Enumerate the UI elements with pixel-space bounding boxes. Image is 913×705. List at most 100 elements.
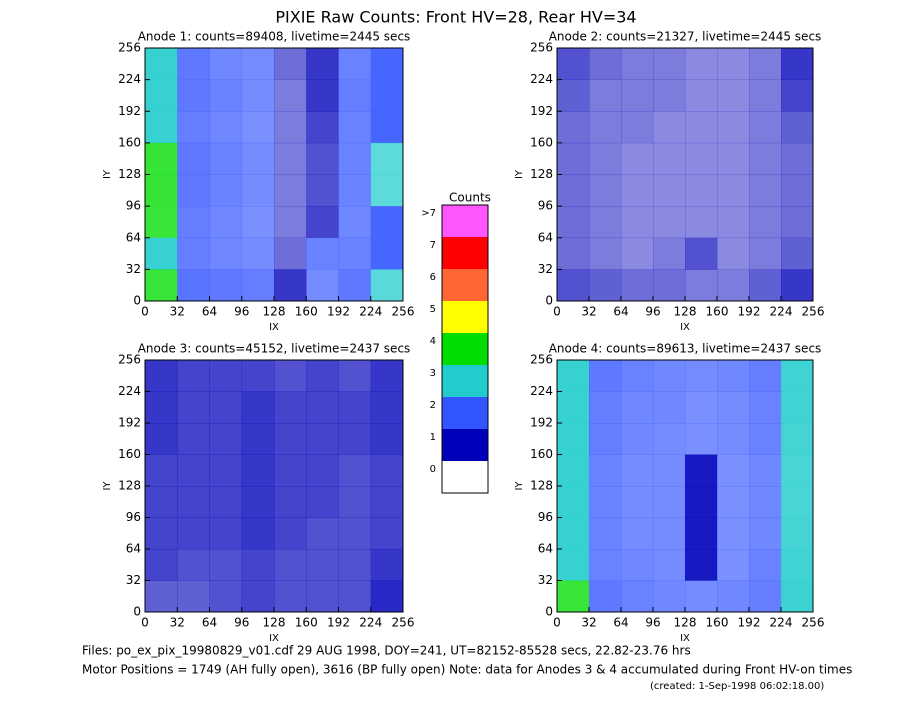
x-tick-label: 0 — [141, 616, 149, 630]
x-tick-label: 224 — [770, 305, 793, 319]
heatmap-cell — [621, 454, 654, 487]
heatmap-cell — [274, 142, 307, 175]
y-axis-label: IY — [514, 169, 525, 179]
heatmap-cell — [370, 206, 404, 239]
colorbar-label: 6 — [430, 272, 436, 283]
heatmap-cell — [274, 454, 307, 487]
footer-line: Files: po_ex_pix_19980829_v01.cdf 29 AUG… — [82, 644, 691, 658]
heatmap-cell — [589, 48, 622, 80]
heatmap-cell — [145, 549, 178, 581]
heatmap-cell — [145, 580, 178, 613]
heatmap-cell — [589, 174, 622, 207]
heatmap-cell — [274, 79, 307, 112]
footer-created: (created: 1-Sep-1998 06:02:18.00) — [650, 681, 824, 692]
colorbar-swatch — [442, 429, 488, 461]
heatmap-cell — [145, 142, 178, 175]
heatmap-cell — [749, 48, 782, 80]
heatmap-cell — [685, 360, 718, 392]
heatmap-cell — [274, 391, 307, 424]
x-tick-label: 64 — [202, 616, 217, 630]
y-tick-label: 0 — [133, 605, 141, 619]
heatmap-cell — [621, 517, 654, 550]
x-tick-label: 192 — [738, 305, 761, 319]
heatmap-cell — [749, 142, 782, 175]
heatmap-cell — [370, 423, 404, 455]
heatmap-cell — [145, 237, 178, 270]
heatmap-cell — [177, 269, 210, 302]
panel-title: Anode 2: counts=21327, livetime=2445 sec… — [549, 30, 822, 44]
heatmap-cell — [306, 580, 339, 613]
heatmap-cell — [589, 111, 622, 144]
heatmap-cell — [145, 206, 178, 239]
y-tick-label: 128 — [530, 167, 553, 181]
heatmap-cell — [557, 454, 590, 487]
heatmap-cell — [177, 142, 210, 175]
heatmap-cell — [589, 580, 622, 613]
heatmap-cell — [749, 206, 782, 239]
heatmap-cell — [717, 580, 750, 613]
heatmap-cell — [209, 111, 243, 144]
heatmap-cell — [589, 142, 622, 175]
heatmap-cell — [338, 423, 372, 455]
x-tick-label: 32 — [581, 616, 596, 630]
heatmap-cell — [781, 549, 814, 581]
heatmap-cell — [274, 486, 307, 518]
heatmap-cell — [717, 79, 750, 112]
heatmap-cell — [177, 486, 210, 518]
colorbar-swatch — [442, 237, 488, 269]
heatmap-cell — [685, 111, 718, 144]
heatmap-cell — [306, 79, 339, 112]
y-tick-label: 128 — [530, 479, 553, 493]
heatmap-cell — [274, 549, 307, 581]
y-tick-label: 160 — [118, 135, 141, 149]
heatmap-cell — [685, 549, 718, 581]
y-tick-label: 224 — [530, 72, 553, 86]
heatmap-cell — [370, 111, 404, 144]
x-tick-label: 192 — [327, 616, 350, 630]
heatmap-cell — [589, 549, 622, 581]
heatmap-cell — [338, 237, 372, 270]
colorbar-label: 1 — [430, 432, 436, 443]
heatmap-cell — [557, 48, 590, 80]
x-tick-label: 128 — [263, 305, 286, 319]
y-tick-label: 64 — [126, 230, 141, 244]
colorbar-title: Counts — [449, 191, 491, 205]
heatmap-cell — [717, 423, 750, 455]
y-axis-label: IY — [102, 169, 113, 179]
heatmap-cell — [241, 174, 275, 207]
heatmap-cell — [306, 111, 339, 144]
heatmap-cell — [241, 549, 275, 581]
heatmap-cell — [306, 517, 339, 550]
heatmap-cell — [557, 517, 590, 550]
y-axis-label: IY — [102, 481, 113, 491]
heatmap-cell — [274, 269, 307, 302]
x-tick-label: 256 — [392, 305, 415, 319]
heatmap-cell — [177, 237, 210, 270]
heatmap-cell — [145, 48, 178, 80]
heatmap-cell — [241, 454, 275, 487]
colorbar-swatch — [442, 269, 488, 301]
heatmap-cell — [338, 111, 372, 144]
x-tick-label: 256 — [392, 616, 415, 630]
heatmap-cell — [209, 206, 243, 239]
heatmap-cell — [589, 269, 622, 302]
heatmap-cell — [145, 423, 178, 455]
x-tick-label: 192 — [738, 616, 761, 630]
heatmap-cell — [653, 423, 686, 455]
heatmap-cell — [685, 237, 718, 270]
heatmap-cell — [338, 142, 372, 175]
heatmap-cell — [781, 269, 814, 302]
colorbar-swatch — [442, 333, 488, 365]
y-tick-label: 192 — [118, 104, 141, 118]
heatmap-cell — [717, 454, 750, 487]
heatmap-cell — [241, 486, 275, 518]
heatmap-cell — [685, 423, 718, 455]
heatmap-cell — [621, 486, 654, 518]
x-tick-label: 160 — [295, 616, 318, 630]
heatmap-cell — [209, 486, 243, 518]
heatmap-cell — [685, 142, 718, 175]
heatmap-cell — [621, 580, 654, 613]
heatmap-cell — [370, 517, 404, 550]
heatmap-cell — [370, 549, 404, 581]
